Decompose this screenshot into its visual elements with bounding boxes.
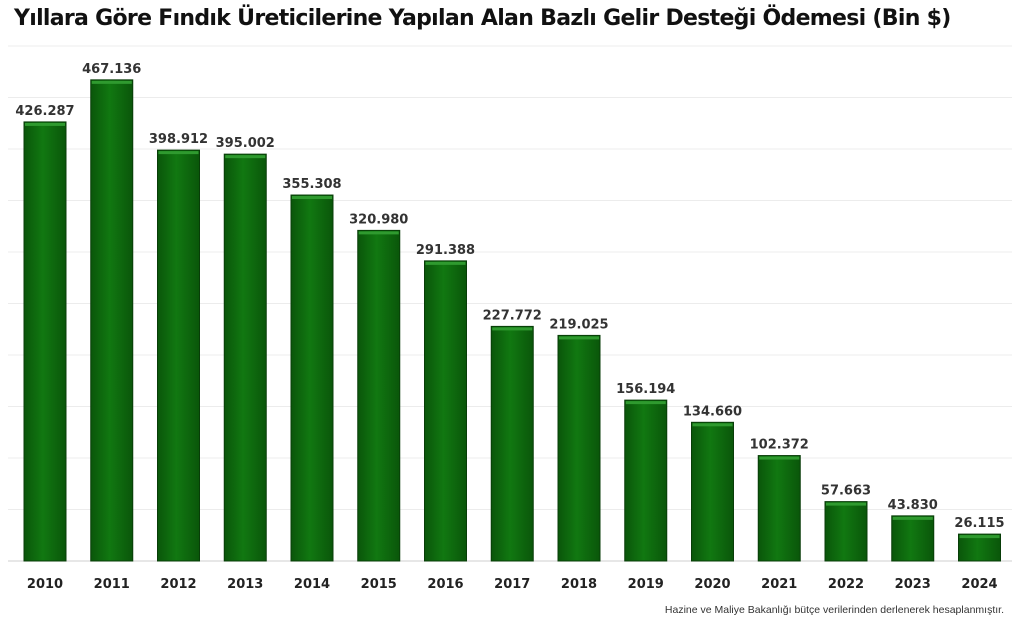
bar-2011 (90, 79, 134, 562)
bar-2015 (357, 229, 401, 562)
tick-label-2014: 2014 (294, 577, 330, 592)
bar-top-highlight (358, 231, 399, 235)
tick-label-2023: 2023 (895, 577, 931, 592)
value-label-2024: 26.115 (954, 516, 1004, 531)
bar-top-highlight (625, 401, 666, 405)
bar-top-highlight (559, 336, 599, 340)
value-label-2022: 57.663 (821, 484, 871, 499)
tick-label-2020: 2020 (694, 577, 730, 592)
source-note: Hazine ve Maliye Bakanlığı bütçe veriler… (664, 604, 1004, 616)
x-axis-tick-labels: 2010 2011 2012 2013 2014 2015 2016 2017 2018 2019… (27, 577, 998, 592)
tick-label-2021: 2021 (761, 577, 797, 592)
bar-2018 (557, 334, 601, 562)
value-label-2016: 291.388 (416, 243, 475, 258)
bar-2012 (157, 149, 200, 562)
value-label-2011: 467.136 (82, 62, 141, 77)
bar-top-highlight (959, 535, 1000, 539)
bar-2014 (290, 194, 334, 562)
bar-top-highlight (692, 423, 733, 427)
bar-top-highlight (91, 80, 132, 84)
tick-label-2019: 2019 (628, 577, 664, 592)
value-label-2021: 102.372 (750, 438, 809, 453)
bar-top-highlight (759, 456, 800, 460)
value-label-2014: 355.308 (282, 177, 341, 192)
value-label-2018: 219.025 (549, 317, 608, 332)
bar-top-highlight (292, 196, 332, 200)
bar-top-highlight (826, 502, 866, 506)
bar-2020 (691, 421, 734, 562)
bar-top-highlight (158, 151, 199, 155)
tick-label-2015: 2015 (361, 577, 397, 592)
bar-2022 (824, 501, 868, 562)
bar-2010 (23, 121, 67, 562)
bar-2016 (424, 260, 467, 562)
tick-label-2011: 2011 (94, 577, 130, 592)
value-label-2020: 134.660 (683, 404, 742, 419)
bar-2024 (958, 533, 1001, 562)
value-label-2010: 426.287 (15, 104, 74, 119)
bar-top-highlight (425, 261, 466, 265)
bar-top-highlight (492, 327, 533, 331)
tick-label-2018: 2018 (561, 577, 597, 592)
tick-label-2017: 2017 (494, 577, 530, 592)
bar-2023 (891, 515, 935, 562)
tick-label-2010: 2010 (27, 577, 63, 592)
tick-label-2024: 2024 (961, 577, 997, 592)
bar-top-highlight (892, 516, 933, 520)
tick-label-2013: 2013 (227, 577, 263, 592)
bar-2021 (757, 455, 801, 562)
value-label-2012: 398.912 (149, 132, 208, 147)
value-label-2023: 43.830 (888, 498, 938, 513)
tick-label-2016: 2016 (427, 577, 463, 592)
value-label-2013: 395.002 (216, 136, 275, 151)
bar-2017 (490, 325, 534, 562)
tick-label-2012: 2012 (160, 577, 196, 592)
value-label-2019: 156.194 (616, 382, 675, 397)
bar-2013 (223, 153, 267, 562)
bar-top-highlight (25, 122, 65, 126)
bars (23, 79, 1001, 562)
bar-top-highlight (225, 155, 266, 159)
value-label-2015: 320.980 (349, 212, 408, 227)
bar-2019 (624, 399, 668, 562)
tick-label-2022: 2022 (828, 577, 864, 592)
chart-title: Yıllara Göre Fındık Üreticilerine Yapıla… (14, 6, 951, 31)
value-labels: 426.287 467.136 398.912 395.002 355.308 320.9… (15, 62, 1004, 531)
value-label-2017: 227.772 (483, 308, 542, 323)
